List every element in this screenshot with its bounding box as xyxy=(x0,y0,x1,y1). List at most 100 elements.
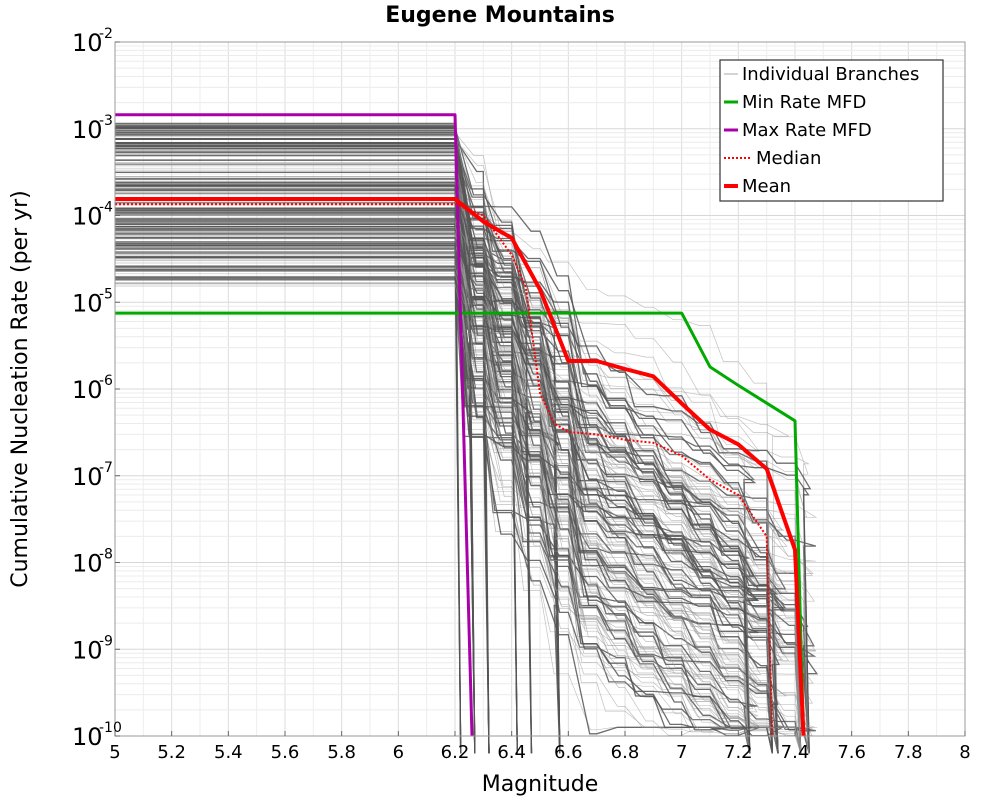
branch-line xyxy=(115,252,773,754)
x-tick-label: 7.6 xyxy=(837,742,866,763)
branch-line xyxy=(115,257,773,754)
branch-line xyxy=(115,138,817,754)
branch-line xyxy=(115,234,802,754)
branch-line xyxy=(115,188,773,754)
branch-line xyxy=(115,179,810,754)
branch-line xyxy=(115,282,802,754)
branch-line xyxy=(115,225,758,754)
branch-line xyxy=(115,127,751,754)
branch-line xyxy=(115,150,788,754)
branch-line xyxy=(115,185,773,754)
x-tick-label: 5.6 xyxy=(271,742,300,763)
series-max-rate-mfd xyxy=(115,113,474,737)
branch-line xyxy=(115,194,773,754)
y-tick-label: 10 xyxy=(72,29,103,57)
branch-line xyxy=(115,189,814,754)
legend-label: Max Rate MFD xyxy=(742,120,872,141)
legend: Individual Branches Min Rate MFD Max Rate … xyxy=(719,59,944,202)
y-tick-label: 10 xyxy=(72,463,103,491)
branch-line xyxy=(115,238,758,754)
y-tick-exponent: -2 xyxy=(99,26,113,42)
y-tick-label: 10 xyxy=(72,289,103,317)
branch-line xyxy=(115,242,779,754)
branch-line xyxy=(115,144,755,754)
legend-box xyxy=(719,59,944,202)
y-tick-exponent: -8 xyxy=(99,547,113,563)
y-tick-exponent: -5 xyxy=(99,286,113,302)
branch-line xyxy=(115,139,773,754)
y-tick-label: 10 xyxy=(72,723,103,751)
legend-label: Min Rate MFD xyxy=(742,92,866,113)
branch-line xyxy=(115,222,773,754)
branch-line xyxy=(115,138,476,754)
branch-line xyxy=(115,164,784,754)
branch-line xyxy=(115,252,810,754)
branch-line xyxy=(115,169,817,754)
y-tick-exponent: -9 xyxy=(99,633,113,649)
branch-line xyxy=(115,236,802,754)
branch-line xyxy=(115,191,759,754)
branch-line xyxy=(115,265,783,754)
y-axis-label: Cumulative Nucleation Rate (per yr) xyxy=(8,190,33,588)
x-tick-label: 5.4 xyxy=(214,742,243,763)
branch-line xyxy=(115,270,773,754)
x-tick-label: 5.8 xyxy=(327,742,356,763)
branch-line xyxy=(115,189,810,754)
x-tick-label: 7.2 xyxy=(724,742,753,763)
legend-label: Mean xyxy=(742,176,791,197)
y-tick-label: 10 xyxy=(72,550,103,578)
branch-line xyxy=(115,248,790,754)
branch-line xyxy=(115,231,802,754)
branch-line xyxy=(115,123,810,754)
branch-line xyxy=(115,181,802,754)
branch-line xyxy=(115,242,802,754)
branch-line xyxy=(115,209,533,754)
branch-line xyxy=(115,134,802,754)
branch-line xyxy=(115,129,802,754)
x-tick-label: 5 xyxy=(109,742,120,763)
branch-line xyxy=(115,245,802,754)
y-tick-exponent: -6 xyxy=(99,373,113,389)
branch-line xyxy=(115,262,810,754)
chart-title: Eugene Mountains xyxy=(385,3,615,28)
series-min-rate-mfd xyxy=(115,311,805,737)
series-mean xyxy=(115,197,806,737)
branch-line xyxy=(115,247,789,754)
y-tick-exponent: -7 xyxy=(99,460,113,476)
branch-line xyxy=(115,133,773,754)
branch-line xyxy=(115,245,780,754)
y-tick-label: 10 xyxy=(72,376,103,404)
branch-line xyxy=(115,125,773,754)
y-tick-label: 10 xyxy=(72,636,103,664)
branch-line xyxy=(115,162,802,754)
branch-line xyxy=(115,189,783,754)
x-tick-label: 6.8 xyxy=(611,742,640,763)
branch-line xyxy=(115,141,816,754)
x-tick-label: 7.8 xyxy=(894,742,923,763)
branch-line xyxy=(115,199,802,754)
branch-line xyxy=(115,251,790,754)
branch-line xyxy=(115,214,773,754)
x-axis-label: Magnitude xyxy=(482,772,599,797)
branch-line xyxy=(115,135,755,754)
y-tick-label: 10 xyxy=(72,203,103,231)
series-median xyxy=(115,203,774,737)
branch-line xyxy=(115,142,773,754)
branch-line xyxy=(115,159,810,754)
series-lines xyxy=(115,113,806,737)
legend-label: Individual Branches xyxy=(742,64,919,85)
branch-line xyxy=(115,247,490,754)
branch-line xyxy=(115,211,773,754)
x-tick-label: 8 xyxy=(959,742,970,763)
y-tick-exponent: -4 xyxy=(99,200,113,216)
y-tick-label: 10 xyxy=(72,116,103,144)
branch-line xyxy=(115,220,810,754)
branch-line xyxy=(115,237,779,754)
branch-line xyxy=(115,285,784,754)
individual-branches xyxy=(115,122,819,754)
x-tick-label: 6.2 xyxy=(441,742,470,763)
branch-line xyxy=(115,218,802,754)
branch-line xyxy=(115,132,818,754)
